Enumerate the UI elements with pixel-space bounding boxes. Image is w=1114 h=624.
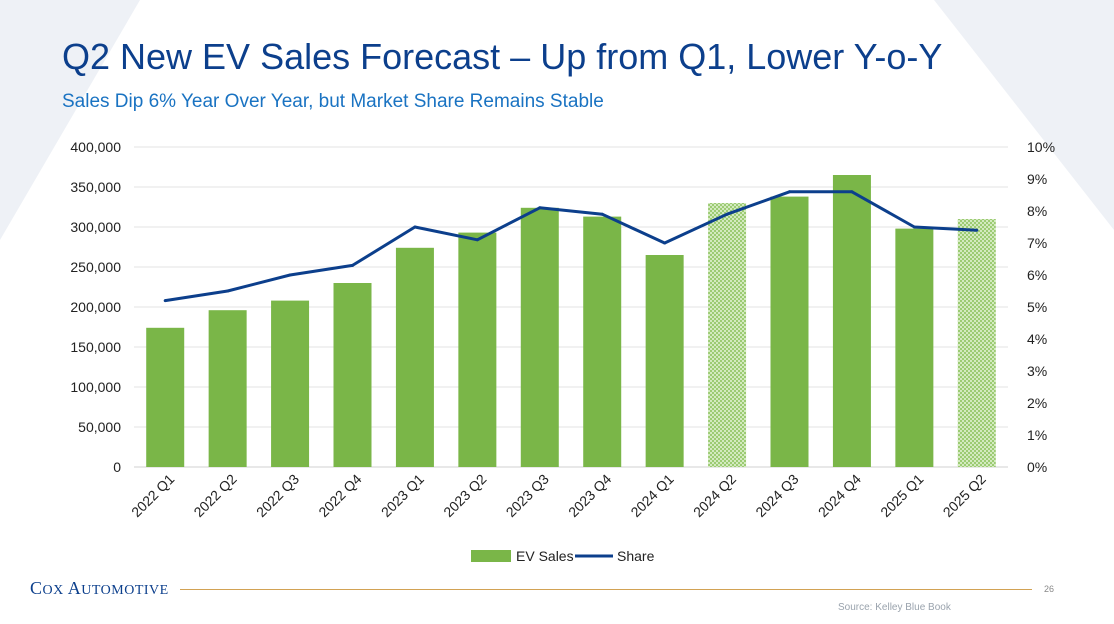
y2-tick-label: 5% [1027, 299, 1047, 315]
y2-tick-label: 4% [1027, 331, 1047, 347]
bar-ev-sales [645, 255, 684, 467]
y-tick-label: 100,000 [70, 379, 121, 395]
bar-ev-sales [895, 228, 934, 467]
page-number: 26 [1044, 584, 1055, 594]
y-tick-label: 150,000 [70, 339, 121, 355]
point-share [538, 206, 542, 210]
legend-label-ev-sales: EV Sales [516, 548, 574, 564]
bar-ev-sales [146, 327, 185, 467]
point-share [226, 289, 230, 293]
y2-tick-label: 9% [1027, 171, 1047, 187]
x-tick-label: 2024 Q1 [627, 471, 676, 520]
y-tick-label: 200,000 [70, 299, 121, 315]
point-share [975, 228, 979, 232]
point-share [912, 225, 916, 229]
point-share [163, 299, 167, 303]
y2-tick-label: 6% [1027, 267, 1047, 283]
legend-swatch-ev-sales [471, 550, 511, 562]
x-tick-label: 2024 Q4 [815, 471, 864, 520]
y2-tick-label: 3% [1027, 363, 1047, 379]
point-share [351, 263, 354, 267]
x-tick-label: 2022 Q4 [315, 471, 364, 520]
y2-tick-label: 2% [1027, 395, 1047, 411]
x-tick-label: 2023 Q2 [440, 471, 489, 520]
line-share [164, 190, 977, 303]
y-tick-label: 400,000 [70, 139, 121, 155]
x-tick-label: 2024 Q2 [690, 471, 739, 520]
x-tick-label: 2023 Q3 [503, 471, 552, 520]
background-decoration-right [934, 0, 1114, 230]
x-tick-label: 2024 Q3 [752, 471, 801, 520]
y2-tick-label: 10% [1027, 139, 1055, 155]
y-tick-label: 0 [113, 459, 121, 475]
point-share [663, 241, 667, 245]
bar-ev-sales [458, 232, 497, 467]
y2-tick-label: 8% [1027, 203, 1047, 219]
bar-ev-sales [957, 219, 996, 467]
y2-tick-label: 7% [1027, 235, 1047, 251]
slide-subtitle: Sales Dip 6% Year Over Year, but Market … [62, 91, 604, 112]
x-tick-label: 2023 Q4 [565, 471, 614, 520]
background-decoration-left [0, 0, 140, 240]
bar-ev-sales [208, 310, 247, 467]
source-note: Source: Kelley Blue Book [838, 602, 951, 613]
x-tick-label: 2025 Q2 [940, 471, 989, 520]
footer-divider [180, 589, 1032, 590]
point-share [850, 190, 854, 194]
bar-ev-sales [708, 203, 747, 467]
x-tick-label: 2022 Q3 [253, 471, 302, 520]
bar-ev-sales [271, 300, 310, 467]
y-tick-label: 50,000 [78, 419, 121, 435]
bar-ev-sales [395, 247, 434, 467]
bar-ev-sales [583, 216, 622, 467]
bar-ev-sales [832, 175, 871, 467]
x-tick-label: 2025 Q1 [877, 471, 926, 520]
y-tick-label: 350,000 [70, 179, 121, 195]
bar-ev-sales [770, 196, 809, 467]
y-tick-label: 300,000 [70, 219, 121, 235]
y-tick-label: 250,000 [70, 259, 121, 275]
x-tick-label: 2022 Q2 [190, 471, 239, 520]
legend-label-share: Share [617, 548, 655, 564]
x-tick-label: 2023 Q1 [378, 471, 427, 520]
bar-ev-sales [520, 207, 559, 468]
bar-ev-sales [333, 283, 372, 467]
point-share [725, 212, 729, 216]
point-share [475, 238, 479, 242]
point-share [288, 273, 292, 277]
y2-tick-label: 1% [1027, 427, 1047, 443]
point-share [788, 190, 791, 194]
y2-tick-label: 0% [1027, 459, 1047, 475]
slide-title: Q2 New EV Sales Forecast – Up from Q1, L… [62, 36, 943, 77]
x-tick-label: 2022 Q1 [128, 471, 177, 520]
cox-automotive-logo: COX AUTOMOTIVE [30, 578, 169, 598]
point-share [413, 225, 417, 229]
point-share [600, 212, 604, 216]
